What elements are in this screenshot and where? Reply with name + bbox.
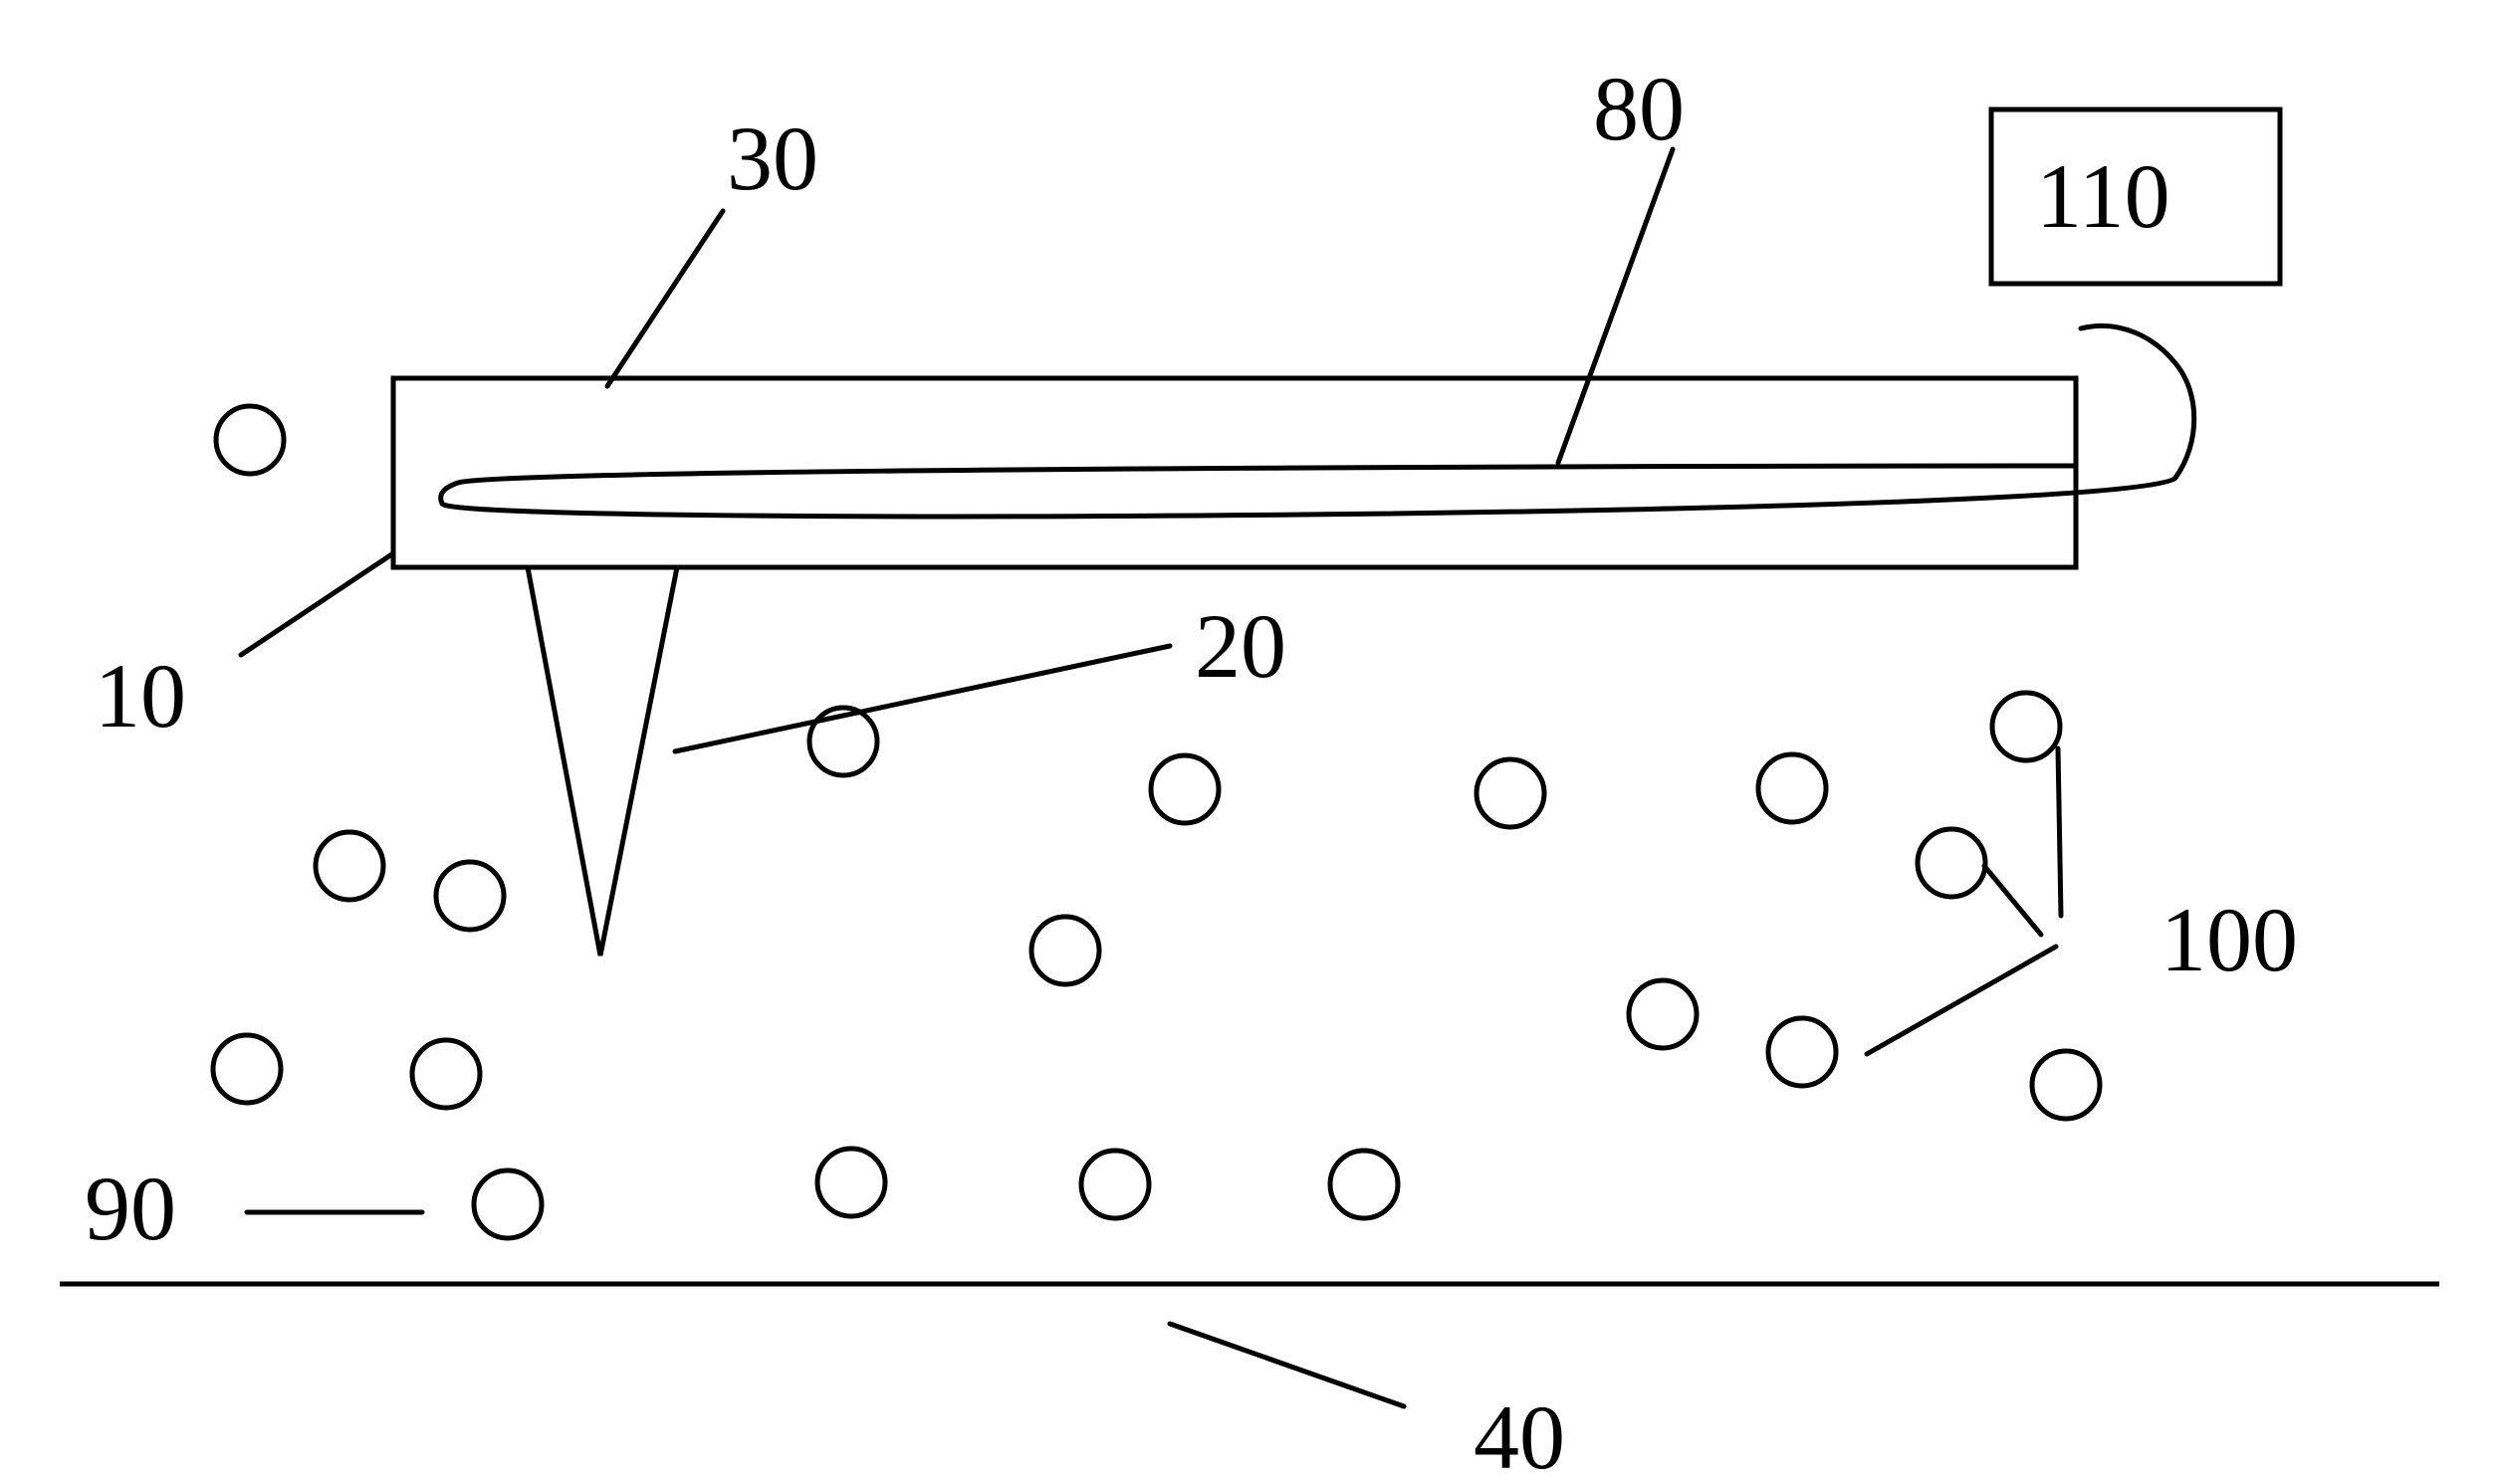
label-40: 40	[1474, 1386, 1565, 1484]
label-80: 80	[1593, 58, 1685, 159]
diagram-canvas: 30 80 110 10 20 100 90 40	[0, 0, 2506, 1484]
label-110: 110	[2036, 145, 2170, 247]
label-90: 90	[85, 1158, 176, 1259]
label-10: 10	[95, 645, 186, 746]
label-30: 30	[727, 107, 818, 209]
label-100: 100	[2161, 889, 2298, 990]
leader-line	[2058, 748, 2061, 916]
label-20: 20	[1195, 595, 1286, 697]
